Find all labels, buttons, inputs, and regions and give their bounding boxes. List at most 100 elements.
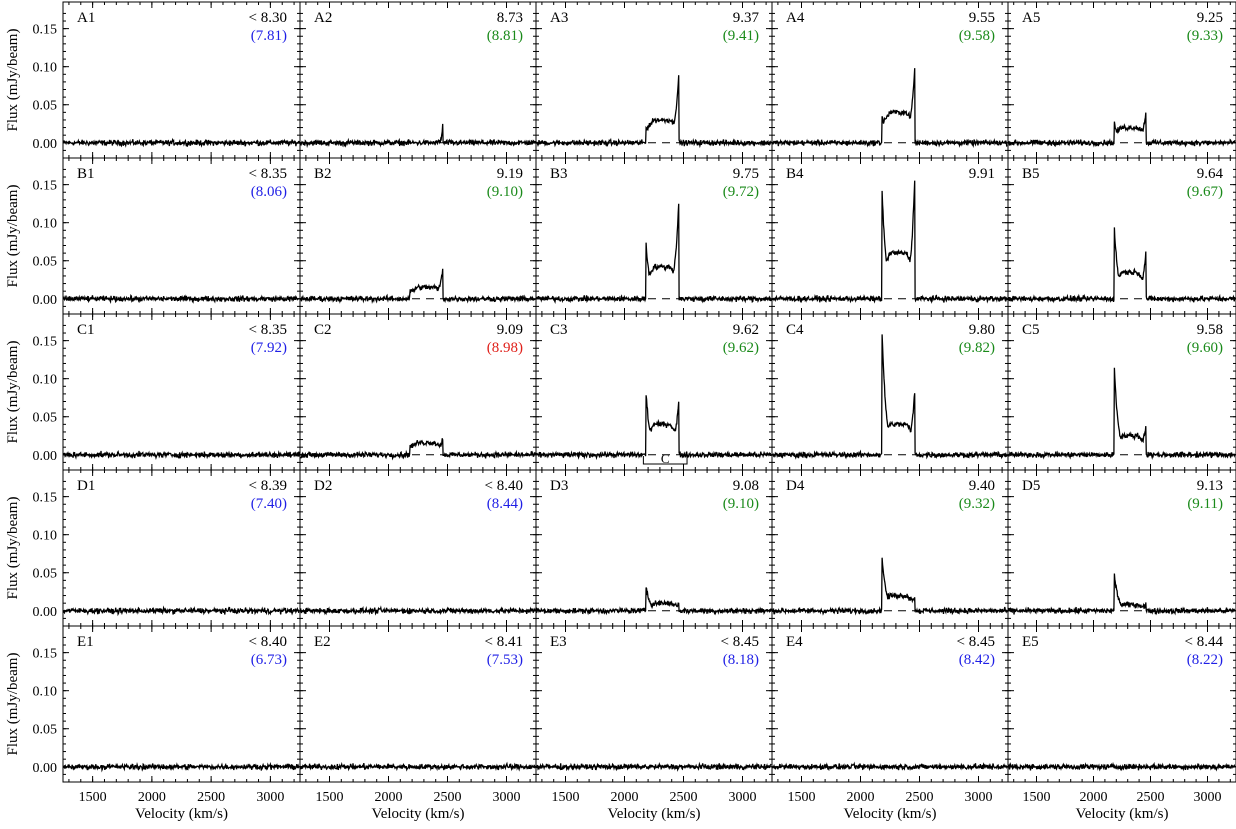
- spectrum-line: [299, 605, 536, 616]
- panel-bottom-value: (8.44): [487, 496, 523, 512]
- y-tick-label: 0.00: [33, 293, 58, 308]
- panel-label: A4: [786, 10, 805, 26]
- x-axis-label: Velocity (km/s): [372, 806, 465, 822]
- panel-C4: C4 9.80 (9.82): [771, 313, 1009, 471]
- panel-bottom-value: (8.22): [1187, 652, 1223, 668]
- panel-D2: D2 < 8.40 (8.44): [299, 469, 537, 627]
- spectrum-line: [1007, 573, 1236, 616]
- panel-A1: A1 < 8.30 (7.81) 0.00 0.05 0.10 0.15 Flux (mJy/…: [5, 1, 301, 159]
- y-tick-label: 0.00: [33, 761, 58, 776]
- panel-label: C3: [550, 322, 568, 338]
- spectrum-line: [771, 180, 1008, 304]
- spectrum-line: [772, 334, 1008, 460]
- panel-A4: A4 9.55 (9.58): [771, 1, 1009, 159]
- panel-label: D2: [314, 478, 332, 494]
- panel-bottom-value: (9.67): [1187, 184, 1223, 200]
- x-tick-label: 2500: [670, 790, 698, 805]
- panel-top-value: < 8.45: [957, 634, 995, 650]
- panel-B1: B1 < 8.35 (8.06) 0.00 0.05 0.10 0.15 Flux (mJy/…: [5, 157, 301, 315]
- panel-bottom-value: (9.62): [723, 340, 759, 356]
- panel-C3: C3 9.62 (9.62) C: [535, 313, 773, 471]
- panel-E5: E5 < 8.44 (8.22) 1500 2000 2500 3000 Velocity (…: [1007, 625, 1236, 822]
- panel-top-value: < 8.35: [249, 166, 287, 182]
- panel-top-value: 9.80: [969, 322, 995, 338]
- x-tick-label: 2500: [906, 790, 934, 805]
- spectrum-line: [63, 761, 300, 773]
- panel-top-value: 9.13: [1197, 478, 1223, 494]
- panel-top-value: < 8.39: [249, 478, 287, 494]
- panel-label: B3: [550, 166, 568, 182]
- panel-label: B1: [77, 166, 95, 182]
- x-tick-label: 2500: [1137, 790, 1165, 805]
- y-tick-label: 0.10: [33, 685, 58, 700]
- x-tick-label: 2000: [138, 790, 166, 805]
- panel-bottom-value: (9.32): [959, 496, 995, 512]
- panel-C2: C2 9.09 (8.98): [299, 313, 537, 471]
- panel-bottom-value: (6.73): [251, 652, 287, 668]
- panel-top-value: 9.64: [1197, 166, 1224, 182]
- panel-B2: B2 9.19 (9.10): [299, 157, 537, 315]
- spectrum-line: [63, 450, 300, 461]
- panel-B3: B3 9.75 (9.72): [535, 157, 773, 315]
- panel-top-value: 9.09: [497, 322, 523, 338]
- spectrum-line: [536, 203, 772, 305]
- panel-top-value: 8.73: [497, 10, 523, 26]
- panel-label: D5: [1022, 478, 1040, 494]
- panel-bottom-value: (7.81): [251, 28, 287, 44]
- y-tick-label: 0.05: [33, 255, 58, 270]
- panel-B5: B5 9.64 (9.67): [1007, 157, 1236, 315]
- panel-top-value: < 8.35: [249, 322, 287, 338]
- panel-label: D4: [786, 478, 805, 494]
- spectrum-line: [536, 75, 772, 149]
- panel-label: E1: [77, 634, 94, 650]
- x-tick-label: 3000: [256, 790, 284, 805]
- y-tick-label: 0.05: [33, 723, 58, 738]
- panel-A3: A3 9.37 (9.41): [535, 1, 773, 159]
- y-tick-label: 0.10: [33, 373, 58, 388]
- x-axis-label: Velocity (km/s): [844, 806, 937, 822]
- panel-D1: D1 < 8.39 (7.40) 0.00 0.05 0.10 0.15 Flux (mJy/…: [5, 469, 301, 627]
- spectrum-line: [772, 761, 1008, 772]
- panel-D4: D4 9.40 (9.32): [771, 469, 1009, 627]
- y-tick-label: 0.00: [33, 137, 58, 152]
- panel-label: C4: [786, 322, 804, 338]
- y-axis-label: Flux (mJy/beam): [5, 653, 21, 756]
- panel-bottom-value: (9.82): [959, 340, 995, 356]
- panel-label: E4: [786, 634, 803, 650]
- x-tick-label: 2500: [434, 790, 462, 805]
- spectrum-line: [1008, 761, 1236, 772]
- x-tick-label: 2500: [197, 790, 225, 805]
- y-tick-label: 0.15: [33, 335, 58, 350]
- spectrum-line: [1007, 227, 1236, 304]
- spectrum-line: [536, 395, 772, 461]
- panel-A2: A2 8.73 (8.81): [299, 1, 537, 159]
- panel-top-value: 9.75: [733, 166, 759, 182]
- panel-A5: A5 9.25 (9.33): [1007, 1, 1236, 159]
- panel-B4: B4 9.91: [771, 157, 1009, 315]
- panel-E1: E1 < 8.40 (6.73) 0.00 0.05 0.10 0.15 Flux (mJy/…: [5, 625, 301, 822]
- spectrum-line: [535, 761, 772, 772]
- panel-top-value: 9.91: [969, 166, 995, 182]
- annotation-bracket: [642, 456, 688, 465]
- panel-label: C5: [1022, 322, 1040, 338]
- x-axis-label: Velocity (km/s): [608, 806, 701, 822]
- panel-bottom-value: (8.06): [251, 184, 287, 200]
- y-tick-label: 0.05: [33, 567, 58, 582]
- spectrum-line: [535, 587, 772, 616]
- panel-E3: E3 < 8.45 (8.18) 1500 2000 2500 3000 Velocity (…: [535, 625, 773, 822]
- panel-bottom-value: (9.10): [723, 496, 759, 512]
- panel-label: A5: [1022, 10, 1040, 26]
- panel-bottom-value: (8.98): [487, 340, 523, 356]
- panel-bottom-value: (9.58): [959, 28, 995, 44]
- panel-label: B2: [314, 166, 332, 182]
- x-tick-label: 3000: [1194, 790, 1222, 805]
- panel-D5: D5 9.13 (9.11): [1007, 469, 1236, 627]
- panel-frame: [1007, 625, 1236, 783]
- panel-D3: D3 9.08 (9.10): [535, 469, 773, 627]
- panel-label: E3: [550, 634, 567, 650]
- panel-top-value: 9.37: [733, 10, 760, 26]
- x-axis-label: Velocity (km/s): [135, 806, 228, 822]
- x-tick-label: 1500: [1023, 790, 1051, 805]
- panel-label: C1: [77, 322, 95, 338]
